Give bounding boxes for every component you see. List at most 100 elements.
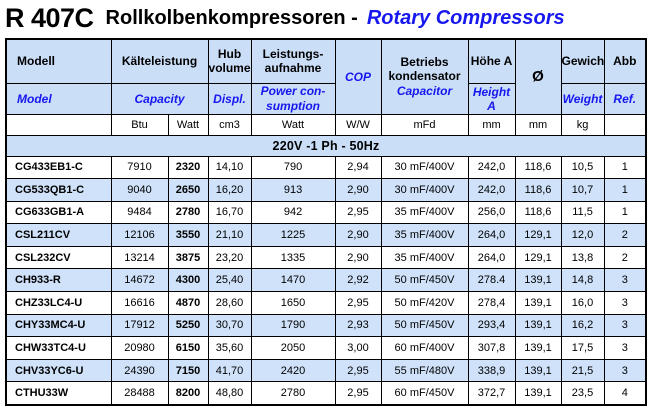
diameter-cell: 139,1 [514, 336, 562, 360]
power-cell: 790 [250, 155, 336, 180]
capacitor-cell: 30 mF/400V [380, 178, 469, 202]
btu-cell: 9040 [110, 178, 169, 202]
power-cell: 1335 [250, 245, 336, 270]
capacitor-cell: 35 mF/400V [380, 245, 469, 270]
header-ref-de: Abb [603, 38, 647, 84]
diameter-cell: 118,6 [514, 178, 562, 202]
height-cell: 256,0 [467, 200, 516, 225]
height-cell: 307,8 [467, 336, 516, 360]
capacitor-cell: 50 mF/450V [380, 268, 469, 293]
cop-cell: 2,90 [334, 223, 382, 247]
btu-cell: 24390 [110, 358, 169, 383]
header-height-de: Höhe A [467, 38, 516, 84]
table-row: CG433EB1-C 7910 2320 14,10 790 2,94 30 mF/400V… [5, 155, 647, 180]
weight-cell: 21,5 [560, 358, 605, 383]
cop-cell: 2,95 [334, 358, 382, 383]
page-title: R 407C Rollkolbenkompressoren - Rotary C… [5, 0, 565, 37]
weight-cell: 10,5 [560, 155, 605, 180]
table-row: CSL232CV 13214 3875 23,20 1335 2,90 35 mF/400V… [5, 245, 647, 270]
unit-capacitor: mFd [380, 113, 469, 136]
unit-height: mm [467, 113, 516, 136]
table-row: CH933-R 14672 4300 25,40 1470 2,92 50 mF/450V 2… [5, 268, 647, 293]
diameter-cell: 139,1 [514, 358, 562, 383]
displ-cell: 48,80 [207, 381, 252, 406]
cop-cell: 2,94 [334, 155, 382, 180]
displ-cell: 23,20 [207, 245, 252, 270]
displ-cell: 16,70 [207, 200, 252, 225]
voltage-section-label: 220V -1 Ph - 50Hz [5, 134, 647, 157]
btu-cell: 14672 [110, 268, 169, 293]
cop-cell: 2,90 [334, 178, 382, 202]
height-cell: 278.4 [467, 268, 516, 293]
weight-cell: 16,0 [560, 291, 605, 315]
model-cell: CHV33YC6-U [5, 358, 112, 383]
title-german: Rollkolbenkompressoren - [105, 7, 358, 29]
displ-cell: 35,60 [207, 336, 252, 360]
header-row-german: Modell Kälteleistung Hub volumen Leistun… [5, 38, 647, 115]
voltage-section-row: 220V -1 Ph - 50Hz [5, 134, 647, 157]
watt-cell: 2320 [167, 155, 209, 180]
btu-cell: 20980 [110, 336, 169, 360]
header-modell-en: Model [5, 82, 112, 115]
header-capacity-de: Kälteleistung [110, 38, 209, 84]
model-cell: CSL211CV [5, 223, 112, 247]
header-displ-de: Hub volumen [207, 38, 252, 84]
header-capacity-en: Capacity [110, 82, 209, 115]
diameter-cell: 129,1 [514, 245, 562, 270]
power-cell: 2780 [250, 381, 336, 406]
ref-cell: 3 [603, 313, 647, 338]
header-ref-en: Ref. [603, 82, 647, 115]
cop-cell: 2,90 [334, 245, 382, 270]
ref-cell: 3 [603, 336, 647, 360]
table-row: CHW33TC4-U 20980 6150 35,60 2050 3,00 60 mF/40… [5, 336, 647, 360]
model-cell: CHZ33LC4-U [5, 291, 112, 315]
power-cell: 913 [250, 178, 336, 202]
cop-cell: 2,93 [334, 313, 382, 338]
btu-cell: 16616 [110, 291, 169, 315]
watt-cell: 3550 [167, 223, 209, 247]
ref-cell: 1 [603, 155, 647, 180]
cop-cell: 2,95 [334, 291, 382, 315]
btu-cell: 7910 [110, 155, 169, 180]
model-cell: CSL232CV [5, 245, 112, 270]
displ-cell: 16,20 [207, 178, 252, 202]
capacitor-cell: 50 mF/450V [380, 313, 469, 338]
height-cell: 278,4 [467, 291, 516, 315]
capacitor-cell: 55 mF/480V [380, 358, 469, 383]
power-cell: 2420 [250, 358, 336, 383]
displ-cell: 30,70 [207, 313, 252, 338]
table-row: CHV33YC6-U 24390 7150 41,70 2420 2,95 55 mF/48… [5, 358, 647, 383]
ref-cell: 3 [603, 268, 647, 293]
unit-cop: W/W [334, 113, 382, 136]
watt-cell: 7150 [167, 358, 209, 383]
table-row: CSL211CV 12106 3550 21,10 1225 2,90 35 mF/400V… [5, 223, 647, 247]
displ-cell: 41,70 [207, 358, 252, 383]
header-power-en: Power con- sumption [250, 82, 336, 115]
unit-displ: cm3 [207, 113, 252, 136]
height-cell: 242,0 [467, 155, 516, 180]
title-english: Rotary Compressors [366, 7, 565, 29]
weight-cell: 10,7 [560, 178, 605, 202]
cop-cell: 3,00 [334, 336, 382, 360]
model-cell: CG633GB1-A [5, 200, 112, 225]
weight-cell: 12,0 [560, 223, 605, 247]
ref-cell: 2 [603, 245, 647, 270]
btu-cell: 12106 [110, 223, 169, 247]
watt-cell: 6150 [167, 336, 209, 360]
unit-ref [603, 113, 647, 136]
model-cell: CHW33TC4-U [5, 336, 112, 360]
height-cell: 264,0 [467, 223, 516, 247]
height-cell: 293,4 [467, 313, 516, 338]
power-cell: 1225 [250, 223, 336, 247]
watt-cell: 3875 [167, 245, 209, 270]
unit-weight: kg [560, 113, 605, 136]
diameter-cell: 139,1 [514, 268, 562, 293]
capacitor-cell: 35 mF/400V [380, 223, 469, 247]
compressor-spec-table: Modell Kälteleistung Hub volumen Leistun… [5, 38, 648, 406]
btu-cell: 13214 [110, 245, 169, 270]
ref-cell: 2 [603, 223, 647, 247]
capacitor-cell: 60 mF/400V [380, 336, 469, 360]
header-weight-en: Weight [560, 82, 605, 115]
unit-modell [5, 113, 112, 136]
header-height-en: Height A [467, 82, 516, 115]
